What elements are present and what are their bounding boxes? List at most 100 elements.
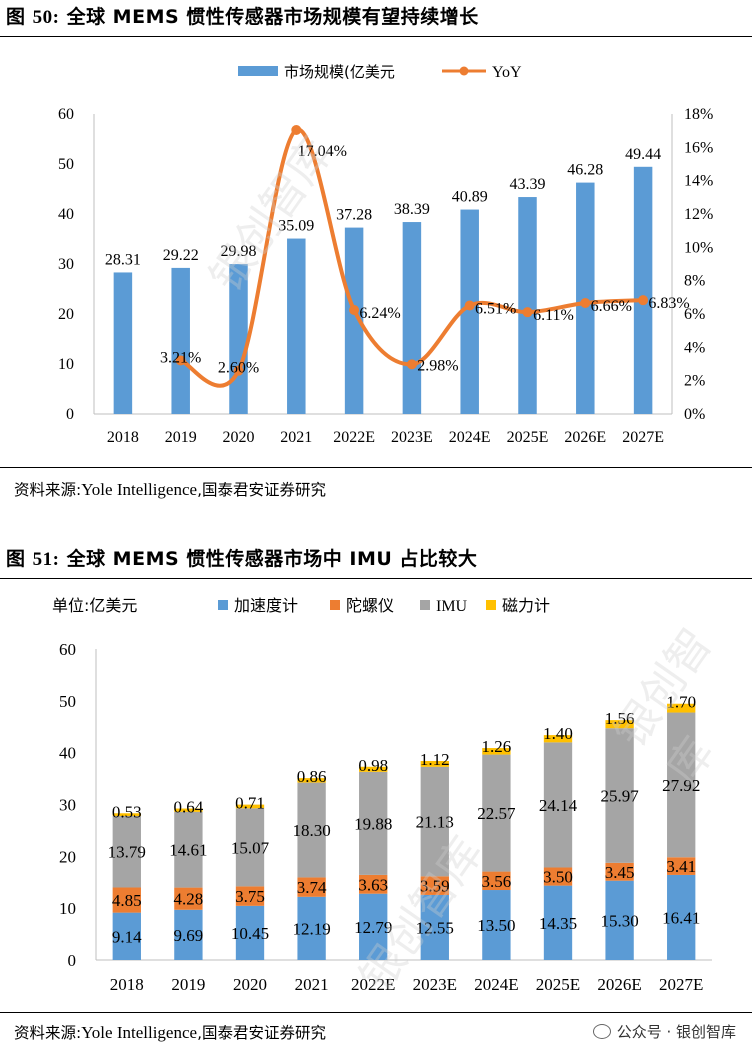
point-yoy: [464, 300, 475, 311]
legend-label-yoy: YoY: [492, 64, 522, 81]
stacked-bar-segment: [297, 778, 326, 783]
x-tick-label: 2019: [171, 975, 205, 994]
y-tick-label-right: 18%: [684, 106, 713, 123]
stacked-bar-segment: [174, 808, 203, 812]
segment-data-label: 4.85: [112, 891, 142, 910]
y-tick-label: 30: [59, 796, 76, 815]
line-data-label: 2.60%: [218, 360, 259, 377]
line-data-label: 3.21%: [160, 350, 201, 367]
wechat-account-label: 公众号 · 银创智库: [592, 1021, 736, 1042]
x-tick-label: 2022E: [333, 429, 375, 446]
x-tick-label: 2023E: [391, 429, 433, 446]
line-data-label: 6.11%: [533, 307, 574, 324]
stacked-bar-segment: [235, 808, 265, 887]
y-tick-label-right: 2%: [684, 373, 705, 390]
segment-data-label: 1.26: [482, 737, 512, 756]
bar-data-label: 29.22: [163, 247, 199, 264]
stacked-bar-segment: [605, 880, 634, 960]
segment-data-label: 15.30: [600, 911, 638, 930]
segment-data-label: 10.45: [231, 924, 269, 943]
x-tick-label: 2023E: [413, 975, 457, 994]
bar-data-label: 29.98: [221, 243, 257, 260]
bar-market-size: [518, 197, 537, 414]
legend-label: 陀螺仪: [346, 596, 394, 615]
segment-data-label: 0.98: [358, 756, 388, 775]
stacked-bar-segment: [482, 748, 511, 755]
segment-data-label: 13.50: [477, 916, 515, 935]
stacked-bar-segment: [112, 816, 141, 888]
x-tick-label: 2027E: [659, 975, 703, 994]
segment-data-label: 18.30: [292, 821, 330, 840]
segment-data-label: 9.69: [174, 926, 204, 945]
x-tick-label: 2025E: [507, 429, 549, 446]
y-tick-label-left: 30: [58, 256, 74, 273]
stacked-bar-segment: [482, 754, 511, 872]
bar-data-label: 38.39: [394, 201, 430, 218]
y-tick-label-right: 8%: [684, 273, 705, 290]
stacked-bar-segment: [605, 862, 634, 881]
figure-50-title: 图 50: 全球 MEMS 惯性传感器市场规模有望持续增长: [6, 6, 479, 28]
figure-50-source: 资料来源:Yole Intelligence,国泰君安证券研究: [14, 480, 327, 499]
segment-data-label: 3.59: [420, 877, 450, 896]
stacked-bar-segment: [112, 813, 141, 817]
line-data-label: 6.83%: [648, 295, 689, 312]
y-tick-label: 10: [59, 899, 76, 918]
legend-swatch: [486, 600, 496, 610]
stacked-bar-segment: [359, 766, 388, 772]
segment-data-label: 3.74: [297, 878, 327, 897]
stacked-bar-segment: [543, 742, 573, 868]
stacked-bar-segment: [297, 877, 326, 897]
stacked-bar-segment: [605, 728, 634, 863]
stacked-bar-segment: [359, 874, 388, 894]
stacked-bar-segment: [667, 703, 696, 713]
stacked-bar-segment: [235, 905, 265, 960]
point-yoy: [406, 359, 417, 370]
segment-data-label: 1.56: [605, 709, 635, 728]
segment-data-label: 14.35: [539, 914, 577, 933]
point-yoy: [349, 305, 360, 315]
figure-51-title: 图 51: 全球 MEMS 惯性传感器市场中 IMU 占比较大: [6, 548, 478, 570]
bar-data-label: 46.28: [567, 162, 603, 179]
segment-data-label: 12.79: [354, 918, 392, 937]
stacked-bar-segment: [112, 887, 141, 913]
line-data-label: 6.66%: [591, 298, 632, 315]
segment-data-label: 0.86: [297, 767, 327, 786]
bar-market-size: [287, 238, 306, 414]
stacked-bar-segment: [482, 871, 511, 891]
y-tick-label-right: 0%: [684, 406, 705, 423]
segment-data-label: 3.45: [605, 863, 635, 882]
y-tick-label-left: 50: [58, 156, 74, 173]
stacked-bar-segment: [359, 771, 388, 875]
legend-swatch: [420, 600, 430, 610]
legend-swatch: [218, 600, 228, 610]
stacked-bar-segment: [667, 857, 696, 875]
bar-data-label: 37.28: [336, 207, 372, 224]
segment-data-label: 24.14: [539, 796, 578, 815]
y-tick-label-left: 10: [58, 356, 74, 373]
stacked-bar-segment: [174, 909, 203, 960]
segment-data-label: 3.75: [235, 887, 265, 906]
bar-market-size: [460, 209, 479, 414]
segment-data-label: 22.57: [477, 804, 516, 823]
stacked-bar-segment: [235, 804, 265, 809]
segment-data-label: 1.12: [420, 750, 450, 769]
bar-market-size: [633, 166, 653, 414]
segment-data-label: 3.63: [358, 875, 388, 894]
point-yoy: [580, 298, 591, 308]
stacked-bar-segment: [297, 896, 326, 960]
point-yoy: [638, 295, 649, 306]
segment-data-label: 3.56: [482, 872, 512, 891]
stacked-bar-segment: [112, 912, 141, 960]
y-tick-label-right: 4%: [684, 339, 705, 356]
x-tick-label: 2021: [280, 429, 312, 446]
segment-data-label: 4.28: [174, 890, 204, 909]
stacked-bar-segment: [543, 867, 573, 886]
segment-data-label: 12.55: [416, 918, 454, 937]
point-yoy: [522, 307, 533, 318]
y-tick-label-left: 40: [58, 206, 74, 223]
legend-marker-yoy: [459, 66, 469, 76]
segment-data-label: 1.40: [543, 724, 573, 743]
bar-market-size: [229, 264, 248, 414]
stacked-bar-segment: [359, 893, 388, 960]
line-data-label: 2.98%: [417, 357, 458, 374]
